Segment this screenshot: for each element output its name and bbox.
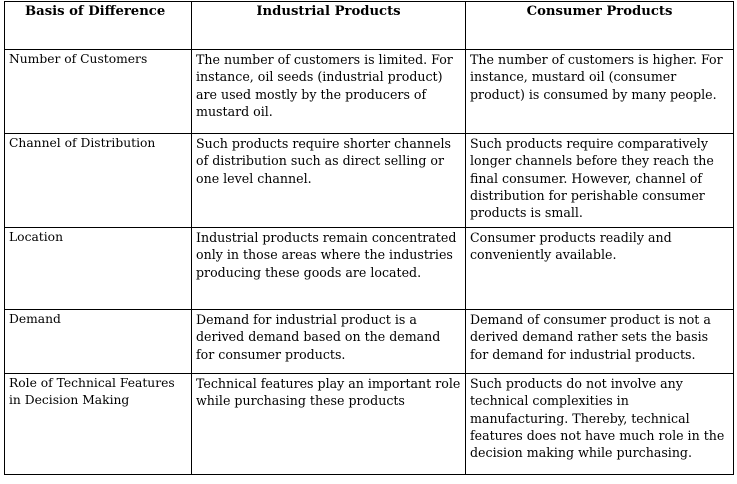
basis-cell: Role of Technical Features in Decision M… (4, 373, 192, 475)
header-industrial-products: Industrial Products (191, 1, 466, 50)
basis-cell: Number of Customers (4, 49, 192, 134)
table-row: Role of Technical Features in Decision M… (4, 373, 734, 475)
header-basis-of-difference: Basis of Difference (4, 1, 192, 50)
consumer-cell: Such products require comparatively long… (465, 133, 734, 228)
industrial-cell: Such products require shorter channels o… (191, 133, 466, 228)
table-row: Demand Demand for industrial product is … (4, 309, 734, 374)
consumer-cell: Demand of consumer product is not a deri… (465, 309, 734, 374)
industrial-cell: Demand for industrial product is a deriv… (191, 309, 466, 374)
consumer-cell: Such products do not involve any technic… (465, 373, 734, 475)
header-consumer-products: Consumer Products (465, 1, 734, 50)
table-row: Location Industrial products remain conc… (4, 227, 734, 310)
table-row: Channel of Distribution Such products re… (4, 133, 734, 228)
basis-cell: Demand (4, 309, 192, 374)
table-header-row: Basis of Difference Industrial Products … (4, 1, 734, 50)
industrial-cell: The number of customers is limited. For … (191, 49, 466, 134)
consumer-cell: Consumer products readily and convenient… (465, 227, 734, 310)
industrial-cell: Industrial products remain concentrated … (191, 227, 466, 310)
consumer-cell: The number of customers is higher. For i… (465, 49, 734, 134)
industrial-cell: Technical features play an important rol… (191, 373, 466, 475)
table-row: Number of Customers The number of custom… (4, 49, 734, 134)
basis-cell: Location (4, 227, 192, 310)
basis-cell: Channel of Distribution (4, 133, 192, 228)
comparison-table: Basis of Difference Industrial Products … (4, 1, 734, 475)
